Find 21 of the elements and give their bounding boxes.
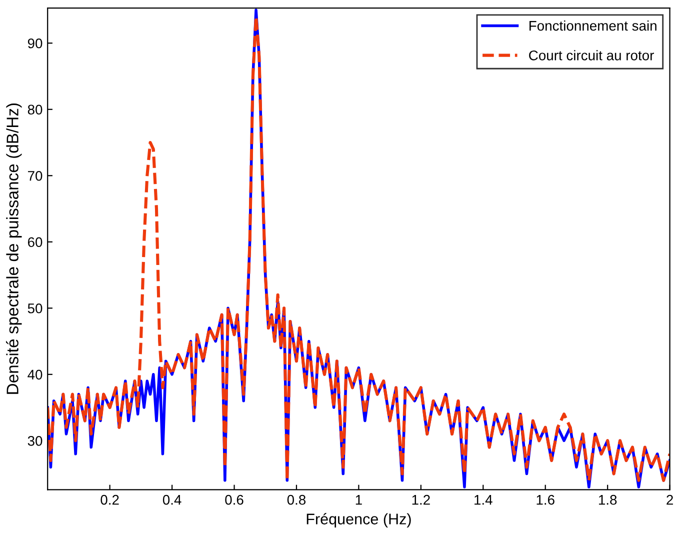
x-tick-label: 1.8	[598, 494, 617, 505]
x-tick-label: 0.4	[162, 494, 182, 505]
x-tick-label: 1	[356, 495, 362, 505]
x-tick-label: 0.6	[225, 494, 244, 505]
x-tick-label: 2	[666, 494, 673, 505]
legend-label: Court circuit au rotor	[529, 50, 654, 60]
x-tick-label: 0.2	[100, 494, 119, 505]
y-tick-label: 80	[28, 104, 42, 115]
y-axis-title: Densité spectrale de puissance (dB/Hz)	[6, 104, 22, 394]
legend-label: Fonctionnement sain	[530, 20, 656, 31]
y-tick-label: 90	[28, 38, 42, 48]
x-tick-label: 1.2	[412, 494, 430, 505]
x-tick-label: 1.4	[474, 495, 492, 505]
x-tick-label: 0.8	[287, 494, 306, 505]
y-tick-label: 70	[28, 170, 42, 181]
x-tick-label: 1.6	[536, 494, 554, 505]
y-tick-label: 60	[28, 237, 42, 248]
y-tick-label: 50	[28, 303, 42, 314]
x-axis-title: Fréquence (Hz)	[306, 513, 411, 528]
y-tick-label: 30	[28, 436, 42, 446]
y-tick-label: 40	[28, 370, 42, 380]
